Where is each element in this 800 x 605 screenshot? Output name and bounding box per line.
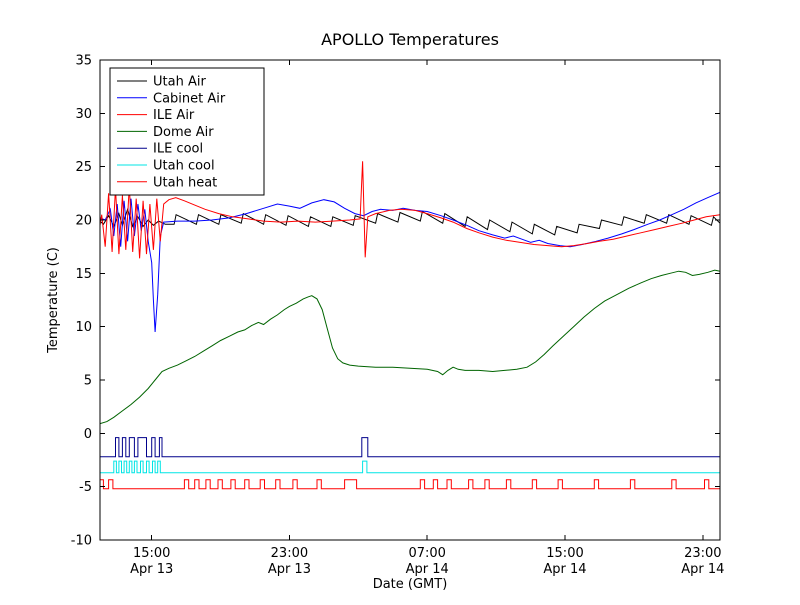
legend-item-utah-heat: Utah heat: [117, 175, 217, 190]
x-tick-label: 15:00 Apr 14: [543, 546, 586, 577]
y-tick-label: 10: [75, 320, 92, 335]
y-tick-label: 20: [75, 214, 92, 229]
x-tick-label: 07:00 Apr 14: [406, 546, 449, 577]
series-line-ile-cool: [100, 437, 720, 458]
legend-label: Utah cool: [153, 159, 215, 174]
legend-item-cabinet-air: Cabinet Air: [117, 91, 226, 106]
legend-item-utah-cool: Utah cool: [117, 159, 215, 174]
axes: [99, 59, 721, 541]
legend-label: ILE cool: [153, 142, 203, 157]
legend-label: Utah Air: [153, 75, 206, 90]
y-tick-label: -5: [79, 480, 92, 495]
x-axis-label: Date (GMT): [373, 577, 448, 592]
legend-label: ILE Air: [153, 108, 195, 123]
x-tick-label: 15:00 Apr 13: [130, 546, 173, 577]
series-line-utah-heat: [100, 479, 720, 490]
tick-labels: 15:00 Apr 13 23:00 Apr 13 07:00 Apr 14 15:00 Ap…: [71, 54, 725, 578]
y-tick-label: 30: [75, 107, 92, 122]
y-tick-label: 15: [75, 267, 92, 282]
x-tick-label: 23:00 Apr 14: [681, 546, 724, 577]
plot-border: [99, 59, 721, 541]
series-line-ile-air: [100, 161, 720, 259]
legend-item-dome-air: Dome Air: [117, 125, 214, 140]
legend-item-ile-cool: ILE cool: [117, 142, 203, 157]
y-tick-label: 35: [75, 54, 92, 69]
legend-item-ile-air: ILE Air: [117, 108, 195, 123]
legend-label: Dome Air: [153, 125, 214, 140]
x-tick-label: 23:00 Apr 13: [268, 546, 311, 577]
series-lines: [100, 161, 720, 490]
y-axis-label: Temperature (C): [46, 247, 61, 354]
legend-label: Cabinet Air: [153, 91, 226, 106]
y-tick-label: -10: [71, 534, 92, 549]
series-line-dome-air: [100, 269, 720, 425]
chart-title: APOLLO Temperatures: [321, 30, 499, 49]
y-tick-label: 0: [84, 427, 92, 442]
y-tick-label: 25: [75, 160, 92, 175]
legend-label: Utah heat: [153, 175, 217, 190]
legend-item-utah-air: Utah Air: [117, 75, 206, 90]
y-tick-label: 5: [84, 374, 92, 389]
series-line-utah-cool: [100, 460, 720, 474]
